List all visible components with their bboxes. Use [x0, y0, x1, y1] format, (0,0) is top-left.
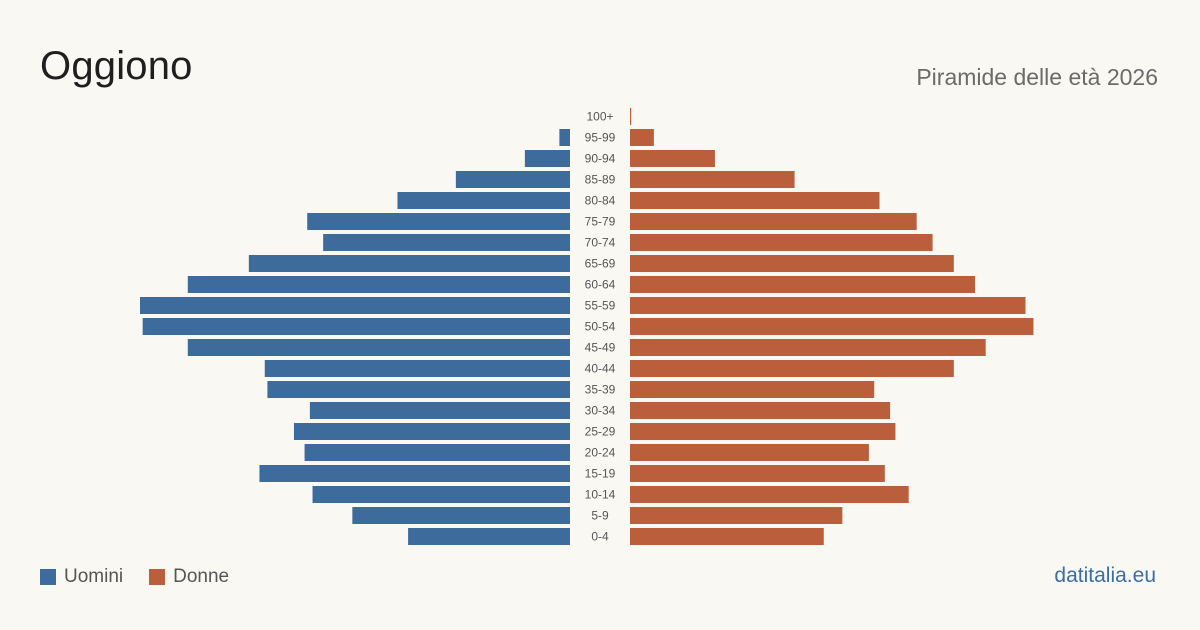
bar-women-15-19: [630, 465, 885, 482]
bar-men-80-84: [397, 192, 570, 209]
bar-women-25-29: [630, 423, 896, 440]
bar-men-45-49: [187, 339, 570, 356]
bar-women-75-79: [630, 213, 917, 230]
chart-subtitle: Piramide delle età 2026: [916, 64, 1158, 90]
bar-men-65-69: [248, 255, 571, 272]
bar-women-50-54: [630, 318, 1034, 335]
legend-label-women: Donne: [173, 566, 230, 587]
bar-women-60-64: [630, 276, 976, 293]
bar-men-5-9: [352, 507, 570, 524]
bar-men-30-34: [309, 402, 570, 419]
bar-women-0-4: [630, 528, 824, 545]
legend-item-women[interactable]: Donne: [149, 566, 229, 588]
legend-swatch-men: [40, 569, 56, 585]
age-label-80-84: 80-84: [585, 194, 616, 208]
bar-men-25-29: [293, 423, 570, 440]
bar-women-70-74: [630, 234, 933, 251]
bar-women-85-89: [630, 171, 795, 188]
bar-women-20-24: [630, 444, 869, 461]
bar-men-10-14: [312, 486, 570, 503]
age-label-65-69: 65-69: [585, 257, 616, 271]
bar-men-85-89: [455, 171, 570, 188]
bar-men-55-59: [140, 297, 570, 314]
bar-men-90-94: [524, 150, 570, 167]
age-label-45-49: 45-49: [585, 341, 616, 355]
age-label-40-44: 40-44: [585, 362, 616, 376]
bar-men-70-74: [323, 234, 570, 251]
bar-men-0-4: [408, 528, 570, 545]
bar-women-35-39: [630, 381, 875, 398]
bar-men-15-19: [259, 465, 570, 482]
age-label-30-34: 30-34: [585, 404, 616, 418]
bar-women-30-34: [630, 402, 891, 419]
legend-swatch-women: [149, 569, 166, 585]
age-label-35-39: 35-39: [585, 383, 616, 397]
bar-men-50-54: [142, 318, 570, 335]
legend-label-men: Uomini: [64, 566, 124, 587]
age-label-90-94: 90-94: [585, 152, 616, 166]
age-label-75-79: 75-79: [585, 215, 616, 229]
brand-link[interactable]: datitalia.eu: [1054, 564, 1156, 587]
age-label-50-54: 50-54: [585, 320, 616, 334]
age-label-15-19: 15-19: [585, 467, 616, 481]
page-title: Oggiono: [40, 44, 193, 88]
bar-women-5-9: [630, 507, 843, 524]
bar-women-40-44: [630, 360, 954, 377]
legend-item-men[interactable]: Uomini: [40, 566, 123, 588]
age-label-85-89: 85-89: [585, 173, 616, 187]
age-label-10-14: 10-14: [585, 488, 616, 502]
bar-men-95-99: [559, 129, 570, 146]
bar-women-90-94: [630, 150, 715, 167]
bar-men-75-79: [307, 213, 570, 230]
age-label-60-64: 60-64: [585, 278, 616, 292]
age-label-25-29: 25-29: [585, 425, 616, 439]
bar-women-80-84: [630, 192, 880, 209]
age-label-5-9: 5-9: [591, 509, 609, 523]
bar-men-20-24: [304, 444, 570, 461]
bar-women-100+: [630, 108, 632, 125]
bar-women-10-14: [630, 486, 909, 503]
bar-men-60-64: [187, 276, 570, 293]
age-label-95-99: 95-99: [585, 131, 616, 145]
bar-women-65-69: [630, 255, 954, 272]
bar-men-35-39: [267, 381, 570, 398]
age-label-100+: 100+: [586, 110, 613, 124]
bar-women-95-99: [630, 129, 654, 146]
bar-women-55-59: [630, 297, 1026, 314]
age-label-20-24: 20-24: [585, 446, 616, 460]
age-label-0-4: 0-4: [591, 530, 609, 544]
bar-men-40-44: [264, 360, 570, 377]
bar-women-45-49: [630, 339, 986, 356]
age-label-70-74: 70-74: [585, 236, 616, 250]
chart-legend: Uomini Donne: [40, 566, 229, 588]
age-label-55-59: 55-59: [585, 299, 616, 313]
